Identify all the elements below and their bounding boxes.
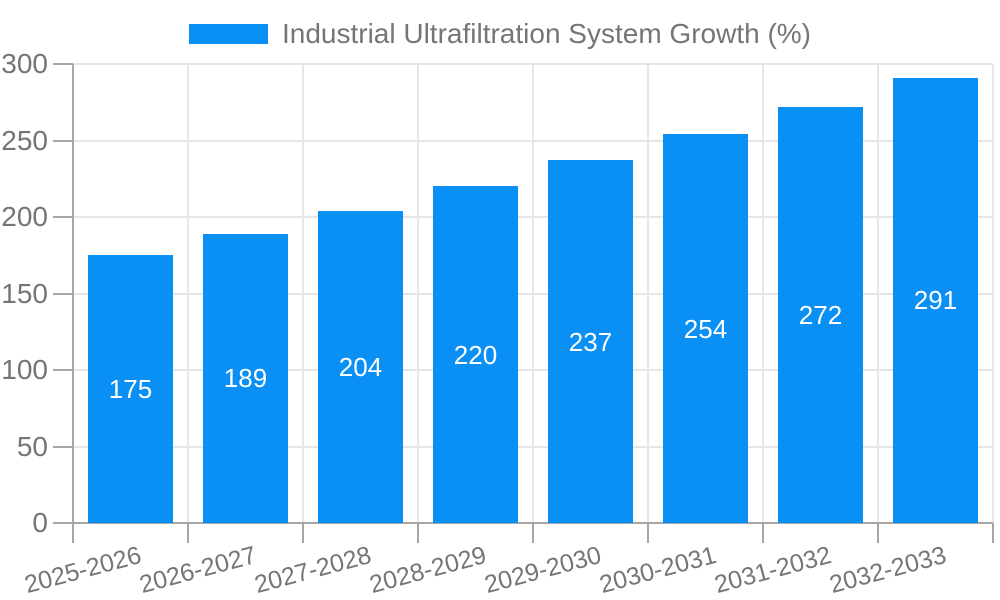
y-axis-tick-label: 100: [1, 354, 48, 385]
gridline-vertical: [417, 64, 419, 523]
bar[interactable]: [203, 233, 288, 523]
gridline-vertical: [877, 64, 879, 523]
y-axis-line: [72, 64, 74, 543]
bar-value-label: 272: [798, 299, 843, 330]
bar-value-label: 237: [568, 326, 613, 357]
gridline-vertical: [647, 64, 649, 523]
bar-value-label: 175: [108, 374, 153, 405]
gridline-vertical: [992, 64, 994, 523]
y-axis-tick: [53, 292, 73, 295]
x-axis-tick: [417, 523, 419, 543]
y-axis-tick-label: 300: [1, 48, 48, 79]
x-axis-tick: [532, 523, 534, 543]
x-axis-line: [53, 522, 993, 524]
y-axis-tick-label: 200: [1, 201, 48, 232]
y-axis-tick: [53, 63, 73, 65]
bar[interactable]: [318, 210, 403, 523]
bar-value-label: 189: [223, 363, 268, 394]
y-axis-tick-label: 150: [1, 277, 48, 309]
bar-value-label: 254: [683, 313, 728, 344]
bar-value-label: 220: [453, 339, 498, 370]
y-axis-tick: [53, 139, 73, 142]
bar-value-label: 291: [913, 285, 958, 316]
legend-label: Industrial Ultrafiltration System Growth…: [281, 18, 812, 49]
y-axis-tick: [53, 445, 73, 448]
bar[interactable]: [663, 134, 748, 523]
y-axis-tick-label: 50: [16, 430, 48, 462]
x-axis-tick: [187, 523, 189, 543]
x-axis-tick: [877, 523, 879, 543]
y-axis-tick: [53, 369, 73, 371]
legend[interactable]: Industrial Ultrafiltration System Growth…: [0, 18, 1000, 50]
gridline-vertical: [187, 64, 189, 523]
bar[interactable]: [778, 106, 863, 523]
y-axis-tick-label: 250: [1, 124, 48, 156]
y-axis-tick: [53, 216, 73, 218]
legend-swatch[interactable]: [188, 24, 268, 44]
bar[interactable]: [893, 77, 978, 523]
bar-value-label: 204: [338, 351, 383, 382]
gridline-vertical: [762, 64, 764, 523]
bar[interactable]: [88, 255, 173, 523]
y-axis-tick-label: 0: [32, 507, 48, 538]
x-axis-tick: [302, 523, 304, 543]
x-axis-tick: [647, 523, 649, 543]
x-axis-tick: [762, 523, 764, 543]
gridline-vertical: [532, 64, 534, 523]
x-axis-tick: [992, 523, 994, 543]
bar[interactable]: [433, 186, 518, 523]
gridline-vertical: [302, 64, 304, 523]
bar[interactable]: [548, 160, 633, 523]
